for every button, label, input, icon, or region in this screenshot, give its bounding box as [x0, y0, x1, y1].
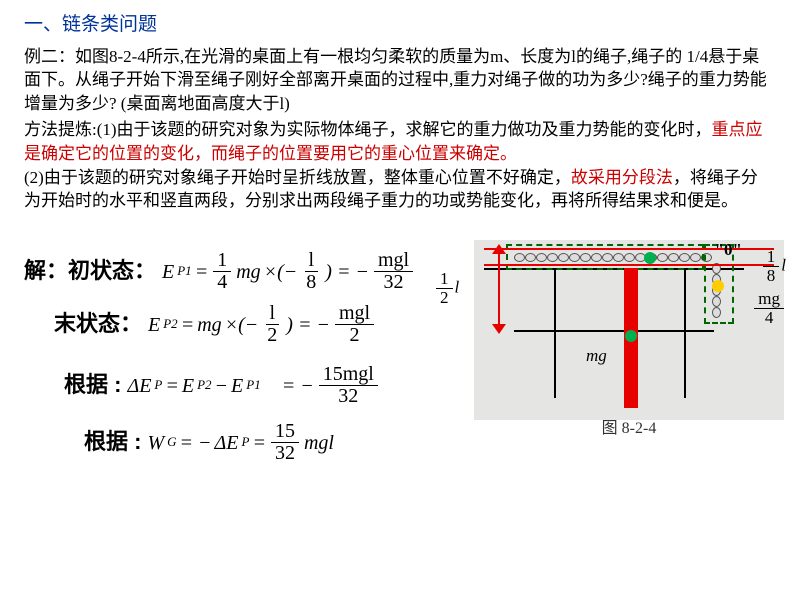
frac-n: 15 — [271, 421, 299, 443]
figure-8-2-4: "0" mg 12l 18l mg4 图 8-2-4 — [474, 230, 784, 440]
sub-p2: P2 — [163, 315, 177, 333]
label-initial: 解：初状态： — [24, 256, 156, 287]
sym-dE: ΔE — [215, 429, 239, 457]
sym-W: W — [147, 429, 164, 457]
method-line2a: (2)由于该题的研究对象绳子开始时呈折线放置，整体重心位置不好确定， — [24, 168, 571, 187]
frac-n: 1 — [436, 270, 453, 289]
sub-p: P — [241, 433, 249, 451]
method-text: 方法提炼:(1)由于该题的研究对象为实际物体绳子，求解它的重力做功及重力势能的变… — [0, 116, 794, 213]
mg4-label: mg4 — [752, 290, 786, 327]
sym-mg: mg — [236, 258, 260, 286]
table-leg-left — [554, 268, 556, 398]
frac-d: 32 — [271, 443, 299, 464]
sym-l: l — [781, 255, 786, 274]
section-title: 一、链条类问题 — [0, 0, 794, 43]
sub-p2: P2 — [197, 376, 211, 394]
eq-final: 末状态： EP2 = mg ×(− l2 ) = − mgl2 — [54, 303, 504, 346]
sym-dE: ΔE — [127, 372, 151, 400]
label-accord2: 根据 : — [84, 427, 141, 458]
sym-mg: mg — [197, 311, 221, 339]
frac-d: 4 — [761, 309, 778, 327]
frac-d: 4 — [213, 272, 231, 293]
table-brace — [514, 330, 714, 332]
problem-text: 例二：如图8-2-4所示,在光滑的桌面上有一根均匀柔软的质量为m、长度为l的绳子… — [0, 43, 794, 116]
sub-p1: P1 — [246, 376, 260, 394]
mg-label: mg — [586, 344, 607, 368]
sym-E: E — [162, 258, 174, 286]
zero-line-bottom — [484, 264, 774, 266]
arrow-down-icon — [492, 324, 506, 334]
label-final: 末状态： — [54, 309, 142, 340]
sub-p1: P1 — [177, 262, 191, 280]
frac-d: 2 — [263, 325, 281, 346]
method-prefix: 方法提炼:(1)由于该题的研究对象为实际物体绳子，求解它的重力做功及重力势能的变… — [24, 120, 712, 139]
figure-caption: 图 8-2-4 — [474, 418, 784, 440]
frac-d: 2 — [346, 325, 364, 346]
frac-n: 15mgl — [319, 364, 378, 386]
frac-n: mgl — [335, 303, 374, 325]
frac-d: 8 — [302, 272, 320, 293]
eq-work: 根据 : WG = − ΔEP = 1532 mgl — [84, 421, 504, 464]
eighth-l-label: 18l — [761, 248, 786, 285]
frac-d: 32 — [380, 272, 408, 293]
sub-g: G — [167, 433, 176, 451]
green-dot-bar — [625, 330, 637, 342]
method-red2: 故采用分段法 — [571, 168, 673, 187]
eq-delta: 根据 : ΔEP = EP2 − EP1 = − 15mgl32 — [64, 364, 504, 407]
sym-mgl: mgl — [304, 429, 334, 457]
frac-n: mg — [754, 290, 784, 309]
sym-E: E — [182, 372, 194, 400]
zero-label: "0" — [715, 238, 742, 262]
green-dot-top — [644, 252, 656, 264]
frac-n: 1 — [213, 250, 231, 272]
table-leg-right — [684, 268, 686, 398]
frac-d: 8 — [763, 267, 780, 285]
label-accord1: 根据 : — [64, 370, 121, 401]
arrow-up-icon — [492, 244, 506, 254]
frac-d: 32 — [334, 386, 362, 407]
solution-block: 解：初状态： EP1 = 14 mg ×(− l8 ) = − mgl32 末状… — [24, 250, 504, 474]
eq-initial: 解：初状态： EP1 = 14 mg ×(− l8 ) = − mgl32 — [24, 250, 504, 293]
sym-E: E — [231, 372, 243, 400]
problem-line1: 例二：如图8-2-4所示,在光滑的桌面上有一根均匀柔软的质量为m、长度为l的绳子… — [24, 47, 767, 114]
frac-n: l — [266, 303, 280, 325]
yellow-dot — [712, 280, 724, 292]
sym-E: E — [148, 311, 160, 339]
sym-l: l — [455, 277, 460, 296]
frac-n: 1 — [763, 248, 780, 267]
half-l-arrow — [498, 250, 500, 328]
sub-p: P — [154, 376, 162, 394]
frac-d: 2 — [436, 289, 453, 307]
frac-n: l — [305, 250, 319, 272]
half-l-label: 12l — [434, 270, 459, 307]
frac-n: mgl — [374, 250, 413, 272]
